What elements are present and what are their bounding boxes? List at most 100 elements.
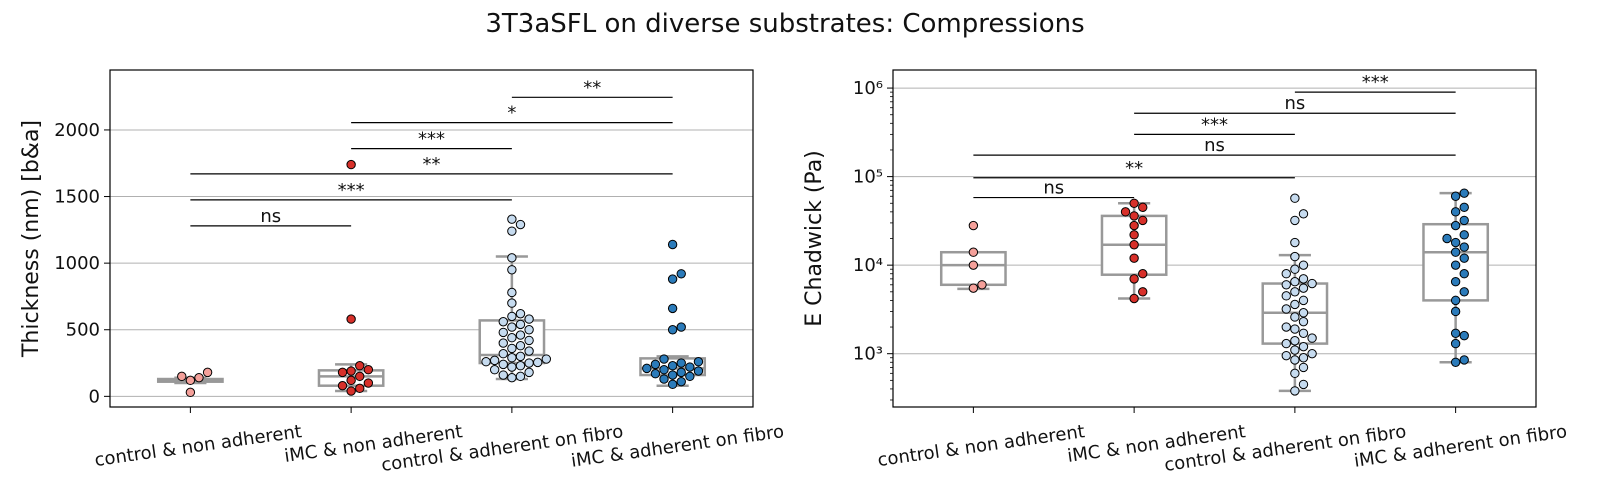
data-point <box>1459 330 1469 341</box>
data-point <box>185 375 196 386</box>
data-point <box>355 361 365 371</box>
data-point <box>659 365 669 375</box>
data-point <box>1281 304 1291 314</box>
data-point <box>185 387 196 398</box>
significance-label: ** <box>1125 158 1143 179</box>
data-point <box>498 359 508 370</box>
data-point <box>346 314 356 324</box>
data-point <box>1298 341 1309 352</box>
data-point <box>642 363 652 374</box>
data-point <box>1129 198 1139 208</box>
data-point <box>524 314 534 324</box>
y-tick-label: 500 <box>66 320 100 341</box>
data-point <box>524 346 534 356</box>
data-point <box>363 378 374 388</box>
data-point <box>507 253 517 263</box>
y-tick-label: 10⁵ <box>853 167 883 188</box>
data-point <box>1290 324 1300 334</box>
data-point <box>515 361 526 371</box>
data-point <box>1450 191 1461 201</box>
data-point <box>1281 280 1291 290</box>
data-point <box>1450 247 1461 257</box>
data-point <box>1129 253 1139 263</box>
data-point <box>1459 215 1469 226</box>
data-point <box>1290 368 1300 379</box>
data-point <box>1298 353 1309 363</box>
data-point <box>1290 264 1300 274</box>
data-point <box>1459 287 1469 297</box>
significance-label: ns <box>260 206 281 227</box>
data-point <box>346 159 356 170</box>
data-point <box>1281 338 1291 349</box>
data-point <box>1120 207 1131 217</box>
data-point <box>968 283 979 293</box>
data-point <box>1290 287 1300 297</box>
data-point <box>507 226 517 236</box>
data-point <box>355 371 365 382</box>
data-point <box>1298 362 1309 373</box>
data-point <box>693 357 704 367</box>
data-point <box>507 343 517 354</box>
data-point <box>1138 215 1148 226</box>
significance-label: ns <box>1043 178 1064 199</box>
data-point <box>1290 345 1300 355</box>
data-point <box>667 239 678 250</box>
data-point <box>202 367 213 378</box>
data-point <box>659 374 669 384</box>
data-point <box>667 325 678 335</box>
y-tick-label: 10⁶ <box>853 78 883 99</box>
data-point <box>1450 328 1461 338</box>
figure-title: 3T3aSFL on diverse substrates: Compressi… <box>485 9 1084 39</box>
data-point <box>1290 386 1300 396</box>
data-point <box>667 361 678 371</box>
data-point <box>337 367 348 378</box>
data-point <box>685 362 695 372</box>
data-point <box>507 298 517 308</box>
data-point <box>676 269 686 279</box>
data-point <box>1450 338 1461 349</box>
data-point <box>676 322 686 332</box>
data-point <box>1450 260 1461 270</box>
data-point <box>650 368 661 379</box>
data-point <box>667 370 678 380</box>
y-tick-label: 10³ <box>853 344 883 365</box>
data-point <box>685 371 695 382</box>
data-point <box>507 311 517 322</box>
data-point <box>1298 283 1309 293</box>
significance-label: ns <box>1284 93 1305 114</box>
data-point <box>507 287 517 298</box>
data-point <box>1459 202 1469 213</box>
data-point <box>1298 274 1309 284</box>
data-point <box>1298 295 1309 306</box>
data-point <box>498 370 508 380</box>
data-point <box>515 319 526 330</box>
data-point <box>968 260 979 270</box>
data-point <box>1298 260 1309 270</box>
data-point <box>346 375 356 386</box>
data-point <box>515 371 526 382</box>
data-point <box>1290 251 1300 262</box>
y-tick-label: 2000 <box>54 120 100 141</box>
data-point <box>524 358 534 368</box>
data-point <box>1290 336 1300 346</box>
data-point <box>1290 193 1300 203</box>
data-point <box>676 367 686 378</box>
data-point <box>355 383 365 394</box>
y-tick-label: 1000 <box>54 253 100 274</box>
data-point <box>1281 269 1291 279</box>
data-point <box>676 376 686 387</box>
data-point <box>498 317 508 327</box>
data-point <box>1450 277 1461 287</box>
data-point <box>1129 211 1139 221</box>
data-point <box>515 330 526 340</box>
data-point <box>1129 220 1139 231</box>
x-tick-label: control & non adherent <box>93 421 303 471</box>
data-point <box>667 274 678 284</box>
data-point <box>1129 274 1139 284</box>
data-point <box>1459 253 1469 263</box>
data-point <box>1138 269 1148 279</box>
data-point <box>507 265 517 275</box>
significance-label: *** <box>338 180 365 201</box>
data-point <box>194 372 204 383</box>
